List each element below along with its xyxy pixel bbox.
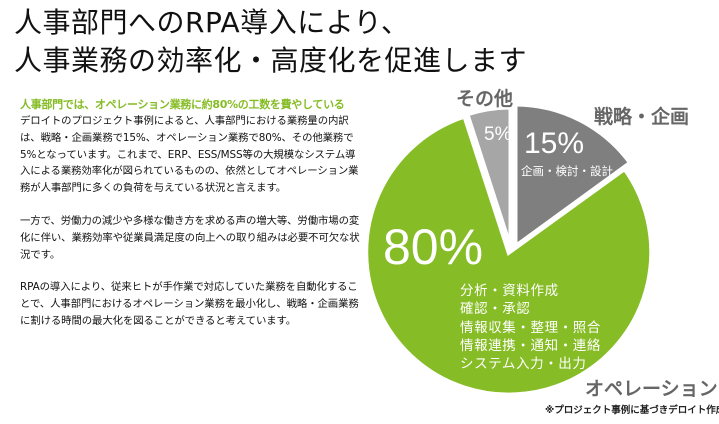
paragraph-1: デロイトのプロジェクト事例によると、人事部門における業務量の内訳は、戦略・企画業… — [20, 115, 359, 195]
source-note: ※プロジェクト事例に基づきデロイト作成 — [545, 405, 719, 416]
detail-strategy: 企画・検討・設計 — [521, 164, 613, 178]
slice-other — [463, 104, 514, 251]
detail-operation-item: 情報連携・通知・連絡 — [460, 337, 601, 354]
value-other: 5% — [484, 124, 512, 145]
lead-heading: 人事部門では、オペレーション業務に約80%の工数を費やしている — [20, 98, 345, 111]
detail-operation-item: 情報収集・整理・照合 — [460, 319, 601, 336]
paragraph-3: RPAの導入により、従来ヒトが手作業で対応していた業務を自動化することで、人事部… — [20, 281, 359, 327]
detail-operation-list: 分析・資料作成 確認・承認 情報収集・整理・照合 情報連携・通知・連絡 システム… — [460, 282, 601, 373]
slice-strategy — [512, 101, 635, 252]
title-line-2: 人事業務の効率化・高度化を促進します — [14, 44, 528, 77]
detail-operation-item: 確認・承認 — [460, 301, 531, 318]
detail-operation-item: システム入力・出力 — [460, 356, 587, 373]
detail-operation-item: 分析・資料作成 — [460, 283, 559, 299]
slice-operation — [363, 112, 655, 398]
value-operation: 80% — [383, 219, 484, 275]
label-operation: オペレーション — [585, 378, 718, 400]
paragraph-2: 一方で、労働力の減少や多様な働き方を求める声の増大等、労働市場の変化に伴い、業務… — [20, 214, 360, 261]
label-other: その他 — [456, 88, 514, 110]
title-line-1: 人事部門へのRPA導入により、 — [14, 6, 410, 39]
page-title: 人事部門へのRPA導入により、 人事業務の効率化・高度化を促進します — [14, 4, 527, 80]
label-strategy: 戦略・企画 — [594, 106, 690, 128]
body-text: 人事部門では、オペレーション業務に約80%の工数を費やしている デロイトのプロジ… — [20, 98, 360, 346]
value-strategy: 15% — [524, 127, 585, 160]
